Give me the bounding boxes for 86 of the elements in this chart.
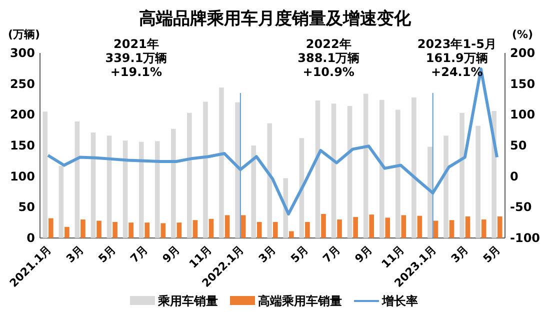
bar (465, 216, 470, 238)
bar (80, 220, 86, 238)
x-tick-label: 5月 (480, 242, 504, 266)
y-axis-title: (万辆) (8, 28, 40, 41)
bar (58, 166, 64, 238)
bar (289, 231, 294, 238)
bar (417, 216, 422, 238)
x-tick-label: 7月 (320, 242, 343, 266)
bar (112, 222, 118, 238)
annotation: 2021年 339.1万辆 +19.1% (105, 37, 168, 79)
bar (267, 123, 272, 238)
y2-tick-label: 100 (510, 108, 536, 122)
bar (176, 222, 182, 238)
bar (272, 222, 278, 238)
y-tick-label: 150 (10, 138, 35, 152)
x-tick-label: 5月 (288, 242, 311, 266)
bar (203, 102, 208, 238)
y2-tick-label: 200 (510, 46, 536, 60)
bar (219, 88, 224, 238)
y-tick-label: 50 (18, 200, 35, 214)
x-tick-label: 9月 (160, 242, 182, 266)
bar (235, 102, 240, 238)
bar (42, 112, 48, 238)
bar (64, 226, 70, 238)
y-tick-label: 250 (10, 76, 35, 91)
y2-axis-title: (%) (512, 28, 534, 41)
bar (192, 220, 198, 238)
x-tick-label: 9月 (352, 242, 375, 266)
bar (160, 223, 166, 238)
bar (154, 141, 160, 238)
bar (187, 112, 192, 238)
legend-label: 乘用车销量 (157, 294, 218, 308)
bar (331, 104, 336, 238)
bar (412, 97, 416, 238)
x-tick-label: 3月 (448, 242, 472, 266)
bar (444, 136, 448, 238)
bar (337, 220, 342, 238)
bar (305, 222, 310, 238)
bar (379, 100, 384, 238)
bar (208, 218, 214, 238)
bar (240, 215, 246, 238)
bar (128, 222, 134, 238)
y2-tick-label: -100 (510, 231, 540, 245)
bar (122, 140, 128, 238)
bar (369, 214, 374, 238)
bar (363, 94, 368, 238)
bar (48, 218, 54, 238)
y2-tick-label: -50 (510, 200, 532, 214)
legend-label: 增长率 (381, 294, 418, 308)
bar (401, 215, 406, 238)
bar (449, 220, 454, 238)
bar (90, 132, 96, 238)
chart-title: 高端品牌乘用车月度销量及增速变化 (139, 9, 412, 29)
y2-tick-label: 0 (510, 169, 518, 184)
y2-tick-label: 50 (510, 138, 527, 152)
bar (171, 128, 176, 238)
x-tick-label: 3月 (256, 242, 279, 266)
y-tick-label: 0 (26, 231, 35, 245)
bar (106, 136, 112, 238)
bar (497, 216, 502, 238)
bar (460, 112, 464, 238)
bar (385, 218, 390, 238)
bar (428, 146, 432, 238)
bar (433, 220, 438, 238)
y-tick-label: 100 (10, 169, 35, 184)
x-tick-label: 3月 (64, 242, 86, 266)
bar (224, 215, 230, 238)
bar (256, 222, 262, 238)
bar (74, 121, 80, 238)
y-tick-label: 200 (10, 108, 35, 122)
bar (321, 214, 326, 238)
annotation: 2022年 388.1万辆 +10.9% (298, 37, 360, 79)
y2-tick-label: 150 (510, 76, 536, 91)
bar (138, 142, 144, 238)
y-tick-label: 300 (10, 46, 35, 60)
bar (144, 222, 150, 238)
bar (395, 110, 400, 238)
legend-label: 高端乘用车销量 (258, 294, 342, 308)
bar (353, 217, 358, 238)
bar (347, 106, 352, 238)
bar (476, 126, 480, 238)
x-tick-label: 5月 (96, 242, 118, 266)
bar (96, 220, 102, 238)
bar (481, 220, 486, 238)
x-tick-label: 7月 (128, 242, 150, 266)
bar (251, 146, 256, 238)
